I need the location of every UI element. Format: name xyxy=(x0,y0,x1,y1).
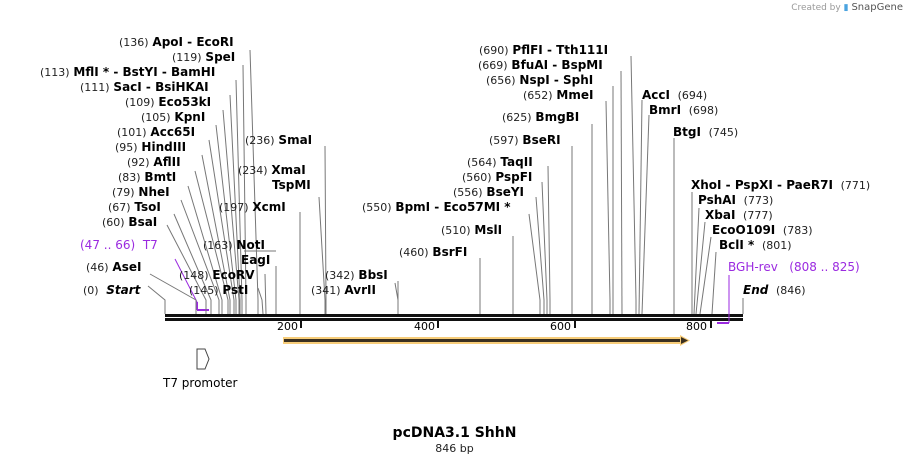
site-label[interactable]: (67) TsoI xyxy=(108,200,161,214)
site-label[interactable]: (136) ApoI - EcoRI xyxy=(119,35,234,49)
site-label[interactable]: (105) KpnI xyxy=(141,110,206,124)
site-label[interactable]: AccI (694) xyxy=(642,88,708,102)
site-label[interactable]: (145) PstI xyxy=(189,283,249,297)
site-label[interactable]: (95) HindIII xyxy=(115,140,187,154)
site-label[interactable]: (109) Eco53kI xyxy=(125,95,212,109)
site-label[interactable]: (556) BseYI xyxy=(453,185,525,199)
site-label[interactable]: (597) BseRI xyxy=(489,133,561,147)
site-label[interactable]: (560) PspFI xyxy=(462,170,533,184)
site-label[interactable]: (197) XcmI xyxy=(219,200,286,214)
site-label[interactable]: PshAI (773) xyxy=(698,193,774,207)
site-label[interactable]: (656) NspI - SphI xyxy=(486,73,594,87)
dna-backbone-top xyxy=(165,314,743,317)
site-label[interactable]: BtgI (745) xyxy=(673,125,739,139)
snapgene-logo-icon: ▮ xyxy=(843,3,849,13)
site-label[interactable]: (460) BsrFI xyxy=(399,245,468,259)
credit-brand: SnapGene xyxy=(851,2,903,13)
site-label[interactable]: (46) AseI xyxy=(86,260,142,274)
site-label[interactable]: (113) MflI * - BstYI - BamHI xyxy=(40,65,216,79)
site-label[interactable]: (79) NheI xyxy=(112,185,170,199)
site-label[interactable]: (550) BpmI - Eco57MI * xyxy=(362,200,511,214)
site-label[interactable]: (148) EcoRV xyxy=(179,268,255,282)
site-label[interactable]: (119) SpeI xyxy=(172,50,236,64)
tick-label-200: 200 xyxy=(277,320,298,333)
tick-label-800: 800 xyxy=(686,320,707,333)
site-label[interactable]: (625) BmgBI xyxy=(502,110,580,124)
site-label[interactable]: (690) PflFI - Tth111I xyxy=(479,43,609,57)
site-label[interactable]: (564) TaqII xyxy=(467,155,533,169)
bgh-rev-feature-label[interactable]: BGH-rev (808 .. 825) xyxy=(728,260,860,274)
t7-promoter-label[interactable]: T7 promoter xyxy=(163,376,238,390)
tick-800 xyxy=(710,321,712,328)
tick-600 xyxy=(574,321,576,328)
map-title: pcDNA3.1 ShhN xyxy=(392,425,517,441)
site-leader-lines xyxy=(147,49,744,315)
site-label[interactable]: (652) MmeI xyxy=(523,88,594,102)
tick-200 xyxy=(300,321,302,328)
start-label: (0) Start xyxy=(83,283,141,297)
site-label[interactable]: EcoO109I (783) xyxy=(712,223,813,237)
promoter-arrow-icon[interactable] xyxy=(196,348,210,370)
site-label[interactable]: XbaI (777) xyxy=(705,208,773,222)
orf-arrow[interactable] xyxy=(283,335,690,346)
site-label[interactable]: (83) BmtI xyxy=(118,170,177,184)
site-label[interactable]: (236) SmaI xyxy=(245,133,313,147)
site-label[interactable]: EagI xyxy=(241,253,271,267)
site-label[interactable]: XhoI - PspXI - PaeR7I (771) xyxy=(691,178,871,192)
tick-label-400: 400 xyxy=(414,320,435,333)
bgh-rev-primer[interactable] xyxy=(717,275,730,324)
site-label[interactable]: (234) XmaI xyxy=(238,163,306,177)
site-label[interactable]: (111) SacI - BsiHKAI xyxy=(80,80,209,94)
site-label[interactable]: (510) MslI xyxy=(441,223,503,237)
tick-400 xyxy=(437,321,439,328)
site-label[interactable]: BclI * (801) xyxy=(719,238,792,252)
end-label: End (846) xyxy=(743,283,806,297)
site-label[interactable]: (92) AflII xyxy=(127,155,181,169)
site-label[interactable]: (101) Acc65I xyxy=(117,125,196,139)
credit-prefix: Created by xyxy=(791,3,841,13)
site-label[interactable]: TspMI xyxy=(272,178,311,192)
t7-primer[interactable] xyxy=(174,258,209,311)
site-label[interactable]: (60) BsaI xyxy=(102,215,158,229)
snapgene-credit: Created by ▮ SnapGene xyxy=(791,2,903,13)
site-label[interactable]: (342) BbsI xyxy=(325,268,388,282)
site-label[interactable]: (669) BfuAI - BspMI xyxy=(478,58,603,72)
dna-backbone-bottom xyxy=(165,318,743,321)
site-label[interactable]: (341) AvrII xyxy=(311,283,376,297)
t7-feature-label[interactable]: (47 .. 66) T7 xyxy=(80,238,158,252)
site-label[interactable]: (163) NotI xyxy=(203,238,265,252)
tick-label-600: 600 xyxy=(550,320,571,333)
sequence-length: 846 bp xyxy=(435,442,474,455)
site-label[interactable]: BmrI (698) xyxy=(649,103,719,117)
